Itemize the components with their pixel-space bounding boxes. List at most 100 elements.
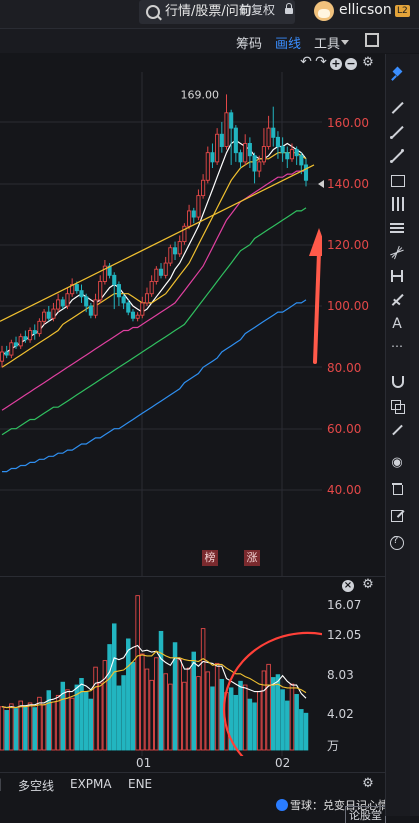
candlestick[interactable] xyxy=(116,281,121,306)
volume-bar[interactable] xyxy=(266,663,271,751)
volume-bar[interactable] xyxy=(182,681,187,751)
volume-bar[interactable] xyxy=(256,691,262,751)
candlestick[interactable] xyxy=(243,134,248,165)
volume-bar[interactable] xyxy=(275,674,281,751)
indicator-tab-dkx[interactable]: 多空线 xyxy=(18,779,55,793)
trend-line[interactable] xyxy=(0,164,315,322)
trash-icon[interactable] xyxy=(389,480,405,496)
volume-bar[interactable] xyxy=(60,681,66,751)
zoom-out-icon[interactable]: − xyxy=(345,57,357,70)
candlestick[interactable] xyxy=(23,330,28,343)
volume-bar[interactable] xyxy=(102,660,108,751)
user-avatar[interactable] xyxy=(314,1,334,21)
candlestick[interactable] xyxy=(60,296,65,310)
volume-bar[interactable] xyxy=(168,683,173,751)
volume-bar[interactable] xyxy=(130,662,136,751)
volume-bar[interactable] xyxy=(191,651,197,751)
parallel-channel-icon[interactable] xyxy=(389,196,405,212)
volume-bar[interactable] xyxy=(149,679,154,751)
volume-bar[interactable] xyxy=(163,673,168,751)
candlestick[interactable] xyxy=(130,309,136,322)
candlestick[interactable] xyxy=(168,244,173,267)
candlestick[interactable] xyxy=(9,339,14,359)
copy-icon[interactable] xyxy=(389,398,405,414)
candlestick[interactable] xyxy=(37,318,42,337)
volume-bar[interactable] xyxy=(289,683,295,751)
volume-bar[interactable] xyxy=(126,638,131,751)
text-tool-icon[interactable]: A xyxy=(392,316,402,332)
volume-bar[interactable] xyxy=(144,668,150,751)
lock-icon[interactable] xyxy=(283,3,295,15)
candlestick[interactable] xyxy=(266,115,271,150)
volume-bar[interactable] xyxy=(233,694,239,751)
indicator-tab-partial[interactable]: | xyxy=(0,777,3,791)
volume-bar[interactable] xyxy=(158,630,164,751)
candlestick[interactable] xyxy=(271,106,276,147)
volume-bar[interactable] xyxy=(107,644,112,751)
candlestick[interactable] xyxy=(0,345,5,368)
candlestick[interactable] xyxy=(261,128,266,165)
volume-bar[interactable] xyxy=(121,675,126,751)
candlestick[interactable] xyxy=(275,131,280,159)
candlestick[interactable] xyxy=(224,94,229,150)
tab-chips[interactable]: 筹码 xyxy=(236,37,263,52)
volume-bar[interactable] xyxy=(186,667,192,751)
indicator-settings-gear-icon[interactable]: ⚙ xyxy=(362,776,374,791)
volume-bar[interactable] xyxy=(65,689,70,751)
candlestick[interactable] xyxy=(182,223,187,245)
horizontal-lines-icon[interactable] xyxy=(389,220,405,236)
candlestick[interactable] xyxy=(56,293,61,313)
candlestick[interactable] xyxy=(28,327,33,343)
volume-bar[interactable] xyxy=(299,709,304,751)
candlestick[interactable] xyxy=(229,109,234,165)
candlestick[interactable] xyxy=(4,345,9,359)
username[interactable]: ellicson xyxy=(339,2,392,18)
line-tool-icon[interactable] xyxy=(389,100,405,116)
candlestick[interactable] xyxy=(219,122,224,153)
tab-drawing[interactable]: 画线 xyxy=(275,37,302,52)
edit-icon[interactable] xyxy=(389,422,405,438)
volume-bar[interactable] xyxy=(154,657,159,751)
candlestick[interactable] xyxy=(280,137,285,162)
candlestick[interactable] xyxy=(18,333,23,349)
indicator-tab-expma[interactable]: EXPMA xyxy=(70,777,112,791)
candlestick[interactable] xyxy=(102,260,107,285)
volume-bar[interactable] xyxy=(261,670,267,751)
volume-bar[interactable] xyxy=(252,702,257,751)
measure-tool-icon[interactable] xyxy=(389,268,405,284)
discussion-button[interactable]: 论股堂 xyxy=(345,806,386,823)
candlestick[interactable] xyxy=(149,275,154,297)
volume-bar[interactable] xyxy=(172,642,178,751)
volume-chart[interactable] xyxy=(0,590,322,756)
fullscreen-icon[interactable] xyxy=(365,33,379,47)
magnet-icon[interactable] xyxy=(389,374,405,390)
candlestick[interactable] xyxy=(233,125,238,162)
candlestick[interactable] xyxy=(88,302,93,319)
volume-bar[interactable] xyxy=(46,690,52,751)
volume-bar[interactable] xyxy=(51,701,56,751)
volume-bar[interactable] xyxy=(303,712,309,751)
segment-tool-icon[interactable] xyxy=(389,148,405,164)
candlestick[interactable] xyxy=(294,146,299,165)
volume-bar[interactable] xyxy=(0,706,5,751)
limit-up-badge[interactable]: 涨 xyxy=(244,550,260,566)
candlestick[interactable] xyxy=(154,266,159,285)
candlestick[interactable] xyxy=(252,152,257,184)
fan-tool-icon[interactable] xyxy=(389,244,405,260)
volume-bar[interactable] xyxy=(27,702,33,751)
volume-bar[interactable] xyxy=(97,682,103,751)
ray-tool-icon[interactable] xyxy=(389,124,405,140)
candlestick[interactable] xyxy=(126,299,131,316)
volume-bar[interactable] xyxy=(140,653,145,751)
candlestick[interactable] xyxy=(79,284,84,303)
volume-bar[interactable] xyxy=(55,694,61,751)
candlestick[interactable] xyxy=(144,287,150,306)
volume-bar[interactable] xyxy=(196,676,201,751)
volume-bar[interactable] xyxy=(285,700,290,751)
volume-bar[interactable] xyxy=(32,707,37,751)
candlestick[interactable] xyxy=(158,263,164,279)
candlestick[interactable] xyxy=(187,204,192,230)
share-icon[interactable] xyxy=(389,507,405,523)
volume-bar[interactable] xyxy=(41,704,47,751)
candlestick[interactable] xyxy=(98,275,103,303)
